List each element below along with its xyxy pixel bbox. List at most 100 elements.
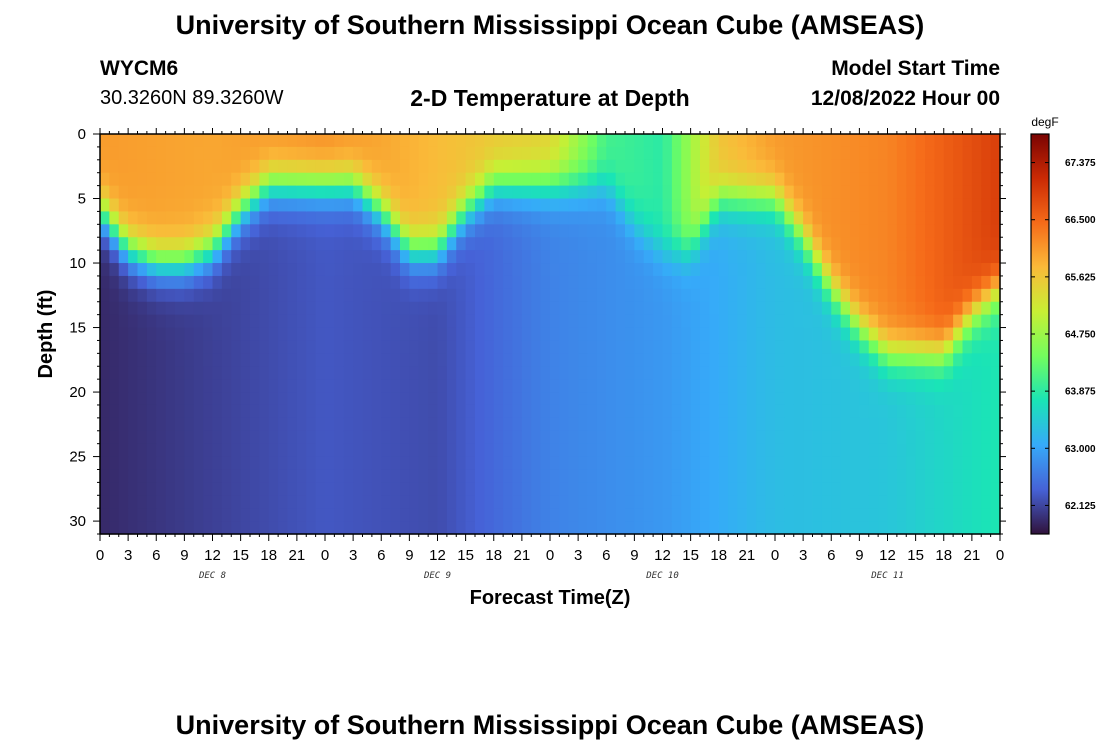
heatmap-cell [784,392,795,406]
heatmap-cell [540,185,551,200]
heatmap-cell [146,185,157,200]
heatmap-cell [390,392,401,406]
heatmap-cell [812,301,823,316]
heatmap-cell [362,301,373,316]
heatmap-cell [512,404,523,419]
heatmap-cell [343,340,354,354]
heatmap-cell [315,314,326,329]
heatmap-cell [118,314,129,329]
heatmap-cell [981,404,992,419]
heatmap-cell [812,263,823,277]
heatmap-cell [925,521,935,535]
heatmap-cell [343,146,354,161]
heatmap-cell [100,159,110,174]
heatmap-cell [175,482,185,496]
heatmap-cell [840,469,851,483]
heatmap-cell [925,392,935,406]
x-tick-label: 21 [964,547,981,564]
heatmap-cell [465,134,476,148]
heatmap-cell [362,508,373,522]
heatmap-cell [334,443,345,458]
heatmap-cell [681,146,692,161]
heatmap-cell [643,521,654,535]
heatmap-cell [240,327,251,342]
heatmap-cell [662,327,673,342]
heatmap-cell [925,366,935,380]
heatmap-cell [765,495,776,509]
heatmap-cell [850,417,860,432]
heatmap-cell [465,443,476,458]
heatmap-cell [278,404,289,419]
heatmap-cell [465,417,476,432]
heatmap-cell [953,417,964,432]
heatmap-cell [437,159,448,174]
heatmap-cell [746,379,757,393]
heatmap-cell [353,508,364,522]
heatmap-cell [718,172,729,187]
heatmap-cell [709,146,720,161]
heatmap-cell [943,314,954,329]
heatmap-cell [465,211,476,225]
heatmap-cell [953,211,964,225]
heatmap-cell [512,521,523,535]
heatmap-cell [531,301,542,316]
heatmap-cell [971,443,982,458]
heatmap-cell [362,224,373,238]
heatmap-cell [418,366,429,380]
heatmap-cell [625,392,635,406]
heatmap-cell [503,159,514,174]
heatmap-cell [821,392,832,406]
heatmap-cell [446,417,457,432]
heatmap-cell [259,521,270,535]
heatmap-cell [709,417,720,432]
heatmap-cell [446,301,457,316]
heatmap-cell [831,198,842,213]
heatmap-cell [812,495,823,509]
heatmap-cell [456,301,467,316]
heatmap-cell [709,327,720,342]
heatmap-cell [521,482,532,496]
heatmap-cell [803,134,814,148]
heatmap-cell [493,456,504,471]
heatmap-cell [859,198,870,213]
heatmap-cell [231,301,242,316]
heatmap-cell [203,417,214,432]
heatmap-cell [718,469,729,483]
heatmap-cell [934,366,945,380]
heatmap-cell [831,172,842,187]
colorbar-label: 65.625 [1065,272,1096,283]
heatmap-cell [493,379,504,393]
heatmap-cell [175,263,185,277]
heatmap-cell [878,224,889,238]
heatmap-cell [615,237,626,251]
heatmap-cell [362,275,373,290]
heatmap-cell [850,443,860,458]
heatmap-cell [259,301,270,316]
heatmap-cell [578,250,589,264]
heatmap-cell [990,263,1001,277]
heatmap-cell [540,159,551,174]
heatmap-cell [803,379,814,393]
heatmap-cell [400,211,410,225]
heatmap-cell [784,404,795,419]
heatmap-cell [287,211,298,225]
heatmap-cell [559,146,570,161]
heatmap-cell [859,159,870,174]
heatmap-cell [934,482,945,496]
heatmap-cell [625,134,635,148]
heatmap-cell [587,508,598,522]
heatmap-cell [531,482,542,496]
heatmap-cell [512,237,523,251]
heatmap-cell [821,172,832,187]
heatmap-cell [503,224,514,238]
heatmap-cell [878,508,889,522]
heatmap-cell [831,417,842,432]
x-tick-label: 6 [152,547,160,564]
heatmap-cell [878,288,889,303]
heatmap-cell [718,146,729,161]
heatmap-cell [456,263,467,277]
heatmap-cell [512,211,523,225]
heatmap-cell [953,379,964,393]
heatmap-cell [765,327,776,342]
x-tick-label: 15 [682,547,699,564]
